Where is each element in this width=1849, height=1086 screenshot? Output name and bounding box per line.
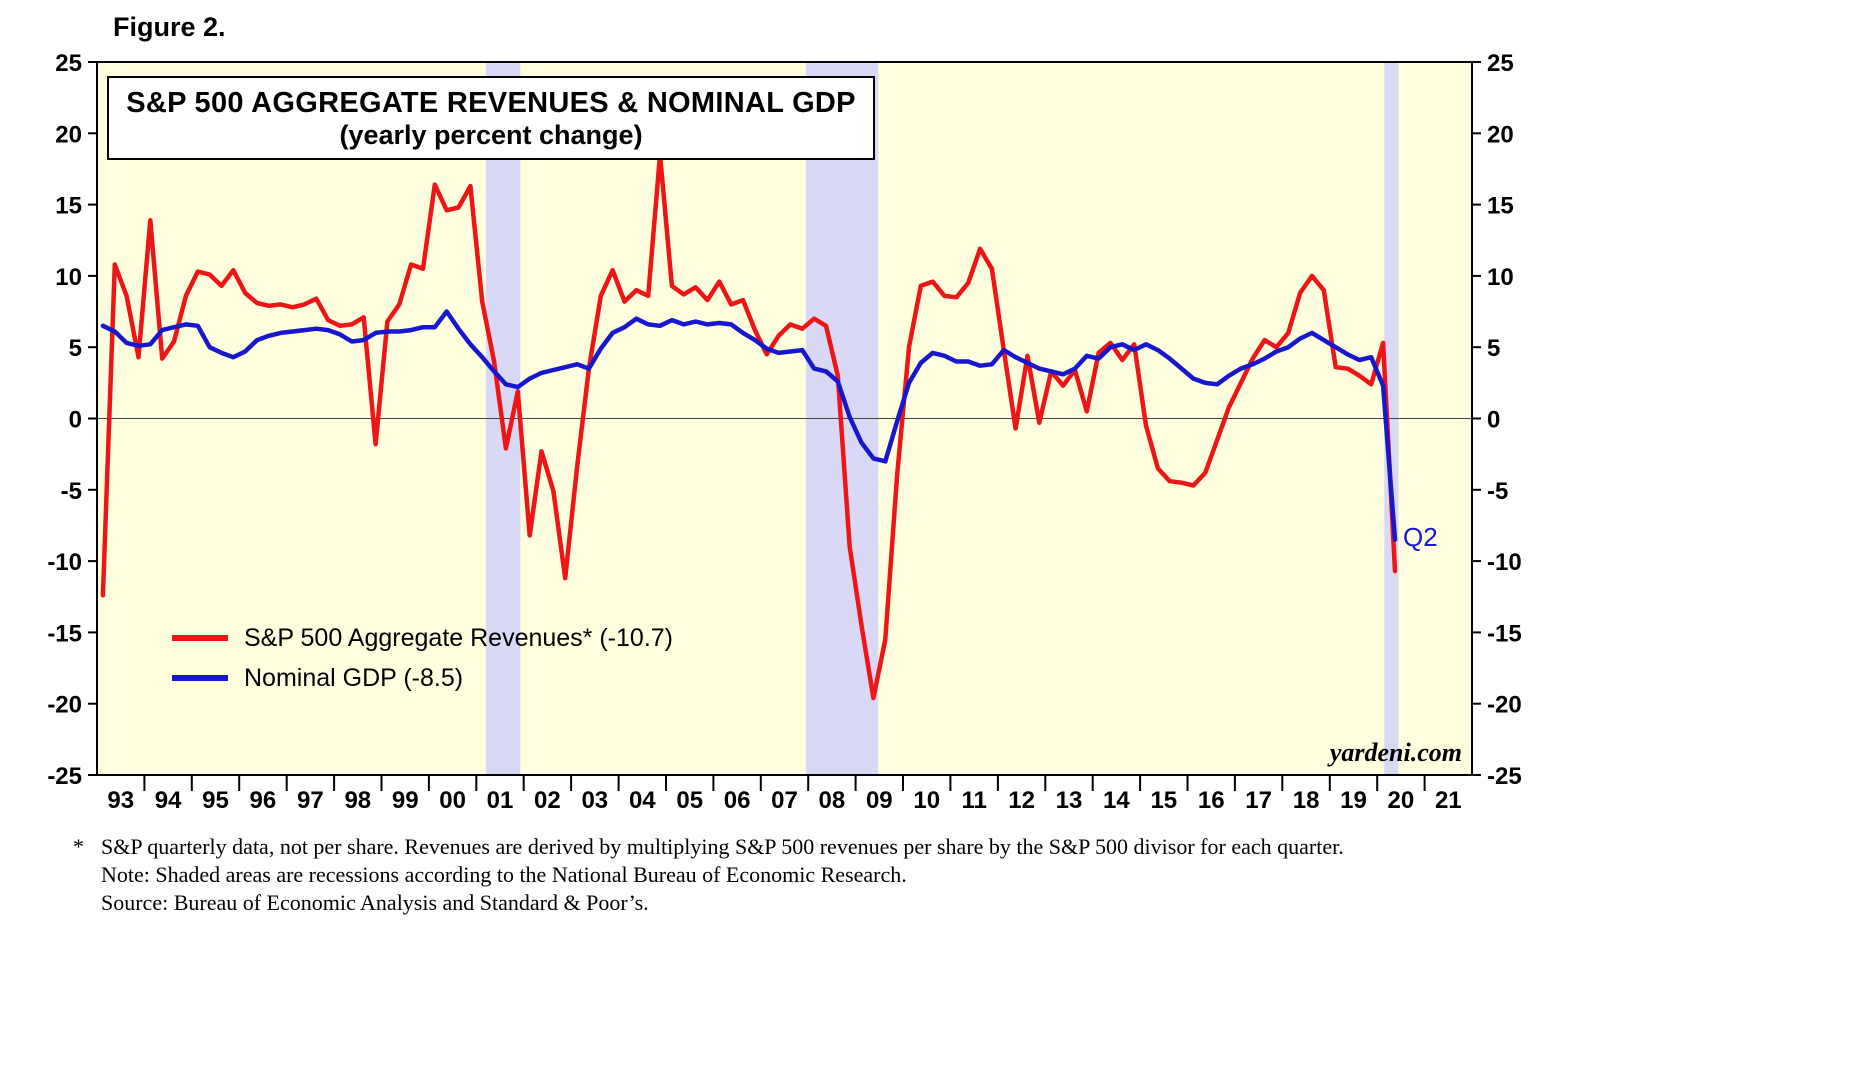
footnote-text-3: Source: Bureau of Economic Analysis and …	[101, 890, 649, 915]
chart-subtitle: (yearly percent change)	[339, 120, 643, 150]
x-tick-label: 20	[1388, 787, 1415, 814]
x-tick-label: 19	[1340, 787, 1367, 814]
q2-annotation: Q2	[1403, 522, 1438, 552]
x-tick-label: 98	[344, 787, 371, 814]
legend-label-revenues: S&P 500 Aggregate Revenues* (-10.7)	[244, 623, 673, 652]
x-tick-label: 02	[534, 787, 561, 814]
x-tick-label: 11	[962, 787, 987, 814]
x-tick-label: 97	[297, 787, 324, 814]
chart-title-box: S&P 500 AGGREGATE REVENUES & NOMINAL GDP…	[107, 76, 875, 160]
footnote-asterisk: *	[73, 834, 84, 859]
y-tick-label-right: 15	[1487, 193, 1514, 220]
legend-item-gdp: Nominal GDP (-8.5)	[172, 658, 673, 698]
y-tick-label-left: 10	[55, 264, 82, 291]
y-tick-label-left: -25	[47, 763, 82, 790]
figure-label: Figure 2.	[113, 12, 226, 42]
y-tick-label-right: -5	[1487, 478, 1508, 505]
x-tick-label: 14	[1103, 787, 1130, 814]
y-tick-label-left: 15	[55, 193, 82, 220]
y-tick-label-right: -10	[1487, 549, 1522, 576]
x-tick-label: 99	[392, 787, 419, 814]
footnote-line-2: Note: Shaded areas are recessions accord…	[73, 861, 1793, 889]
x-tick-label: 08	[819, 787, 846, 814]
x-tick-label: 09	[866, 787, 893, 814]
y-tick-label-left: -15	[47, 620, 82, 647]
x-tick-label: 94	[155, 787, 182, 814]
sp500-revenues-line	[100, 152, 1398, 701]
y-tick-label-right: 20	[1487, 121, 1514, 148]
chart-title: S&P 500 AGGREGATE REVENUES & NOMINAL GDP	[126, 87, 856, 119]
y-tick-label-right: 5	[1487, 335, 1500, 362]
footnote-line-1: * S&P quarterly data, not per share. Rev…	[73, 833, 1793, 861]
x-tick-label: 21	[1435, 787, 1462, 814]
legend-label-gdp: Nominal GDP (-8.5)	[244, 663, 464, 692]
footnotes: * S&P quarterly data, not per share. Rev…	[73, 833, 1793, 917]
y-tick-label-right: -25	[1487, 763, 1522, 790]
y-tick-label-left: -5	[61, 478, 82, 505]
x-tick-label: 12	[1008, 787, 1035, 814]
watermark: yardeni.com	[1329, 738, 1462, 767]
nominal-gdp-line	[100, 309, 1398, 542]
x-tick-label: 16	[1198, 787, 1225, 814]
x-tick-label: 06	[724, 787, 751, 814]
legend: S&P 500 Aggregate Revenues* (-10.7) Nomi…	[172, 618, 673, 698]
footnote-text-1: S&P quarterly data, not per share. Reven…	[101, 834, 1344, 859]
x-tick-label: 10	[913, 787, 940, 814]
x-tick-label: 04	[629, 787, 656, 814]
x-tick-label: 93	[107, 787, 134, 814]
y-tick-label-right: -20	[1487, 692, 1522, 719]
x-tick-label: 07	[771, 787, 798, 814]
y-tick-label-left: 20	[55, 121, 82, 148]
x-tick-label: 01	[487, 787, 514, 814]
footnote-line-3: Source: Bureau of Economic Analysis and …	[73, 889, 1793, 917]
y-tick-label-left: 0	[69, 407, 82, 434]
y-tick-label-right: 10	[1487, 264, 1514, 291]
x-tick-label: 03	[581, 787, 608, 814]
y-tick-label-right: 0	[1487, 407, 1500, 434]
x-tick-label: 96	[250, 787, 277, 814]
revenues-line-swatch	[172, 635, 228, 641]
x-tick-label: 15	[1150, 787, 1177, 814]
y-tick-label-left: -20	[47, 692, 82, 719]
gdp-line-swatch	[172, 675, 228, 681]
y-tick-label-left: 25	[55, 50, 82, 77]
x-tick-label: 13	[1056, 787, 1083, 814]
y-tick-label-left: -10	[47, 549, 82, 576]
x-tick-label: 05	[676, 787, 703, 814]
footnote-text-2: Note: Shaded areas are recessions accord…	[101, 862, 907, 887]
x-tick-label: 00	[439, 787, 466, 814]
x-tick-label: 18	[1293, 787, 1320, 814]
x-tick-label: 17	[1245, 787, 1272, 814]
y-tick-label-right: 25	[1487, 50, 1514, 77]
y-tick-label-right: -15	[1487, 620, 1522, 647]
legend-item-revenues: S&P 500 Aggregate Revenues* (-10.7)	[172, 618, 673, 658]
y-tick-label-left: 5	[69, 335, 82, 362]
x-tick-label: 95	[202, 787, 229, 814]
